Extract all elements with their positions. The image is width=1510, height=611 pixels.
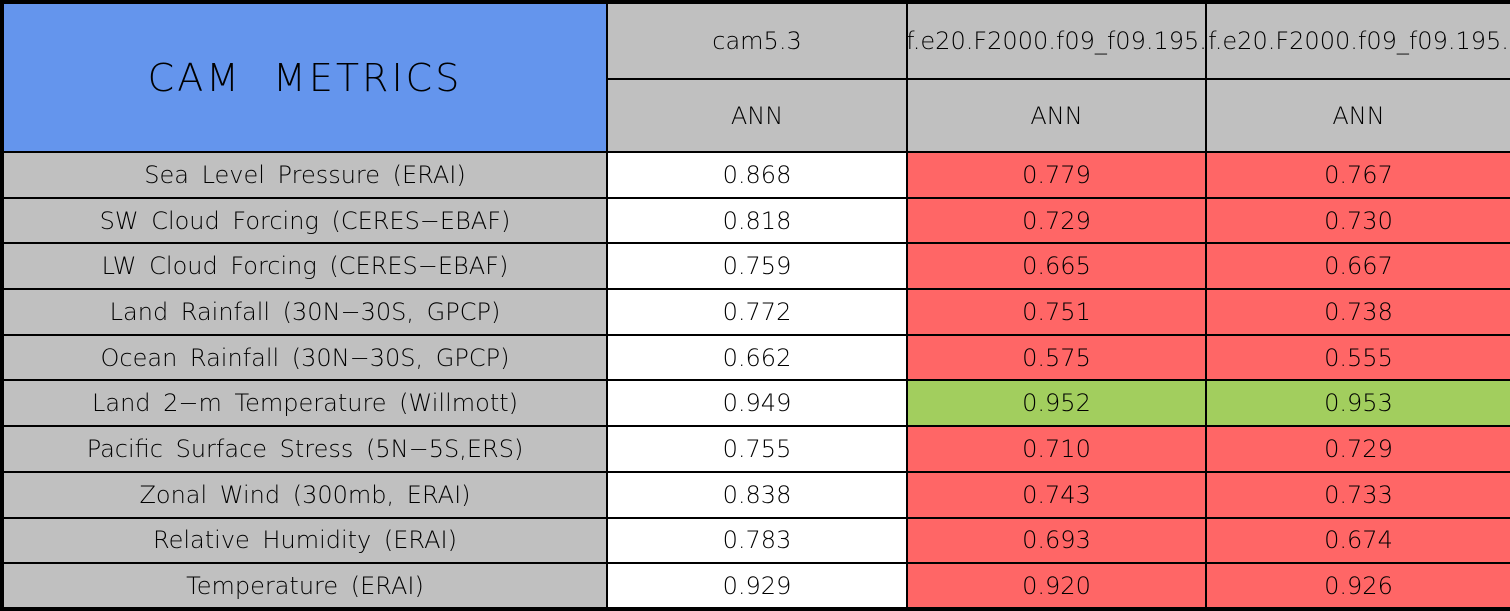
metric-label-cell: Zonal Wind (300mb, ERAI)	[1, 470, 608, 519]
value-cell: 0.555	[1205, 333, 1510, 382]
table-row: Pacific Surface Stress (5N−5S,ERS) 0.755…	[1, 425, 1510, 473]
value-cell: 0.674	[1205, 516, 1510, 565]
table-row: Land 2−m Temperature (Willmott) 0.949 0.…	[1, 379, 1510, 428]
metric-label-cell: Sea Level Pressure (ERAI)	[1, 151, 608, 199]
value-cell: 0.759	[606, 242, 908, 291]
run-header-cell: cam5.3	[606, 1, 908, 80]
table-row: Temperature (ERAI) 0.929 0.920 0.926	[1, 562, 1510, 610]
metric-label-cell: Pacific Surface Stress (5N−5S,ERS)	[1, 425, 608, 473]
season-cell: ANN	[606, 77, 908, 154]
table-row: Ocean Rainfall (30N−30S, GPCP) 0.662 0.5…	[1, 333, 1510, 382]
table-row: Sea Level Pressure (ERAI) 0.868 0.779 0.…	[1, 151, 1510, 199]
run-header-label: cam5.3	[712, 27, 802, 55]
value-cell: 0.920	[906, 562, 1207, 610]
metric-label-cell: Land 2−m Temperature (Willmott)	[1, 379, 608, 428]
value-cell: 0.667	[1205, 242, 1510, 291]
value-cell: 0.751	[906, 288, 1207, 336]
value-cell: 0.783	[606, 516, 908, 565]
value-cell: 0.730	[1205, 196, 1510, 245]
value-cell: 0.949	[606, 379, 908, 428]
value-cell: 0.929	[606, 562, 908, 610]
value-cell: 0.733	[1205, 470, 1510, 519]
table-row: Land Rainfall (30N−30S, GPCP) 0.772 0.75…	[1, 288, 1510, 336]
metric-label-cell: Relative Humidity (ERAI)	[1, 516, 608, 565]
season-cell: ANN	[1205, 77, 1510, 154]
value-cell: 0.665	[906, 242, 1207, 291]
value-cell: 0.755	[606, 425, 908, 473]
season-label: ANN	[1332, 101, 1385, 130]
value-cell: 0.838	[606, 470, 908, 519]
metric-label-cell: LW Cloud Forcing (CERES−EBAF)	[1, 242, 608, 291]
table-title: CAM METRICS	[147, 55, 463, 100]
season-cell: ANN	[906, 77, 1207, 154]
table-title-cell: CAM METRICS	[1, 0, 608, 154]
season-label: ANN	[730, 101, 784, 130]
value-cell: 0.729	[1205, 425, 1510, 473]
run-header-row: CAM METRICS cam5.3 f.e20.F2000.f09_f09.1…	[1, 0, 1510, 154]
season-label: ANN	[1030, 101, 1083, 130]
value-cell: 0.693	[906, 516, 1207, 565]
metric-label-cell: SW Cloud Forcing (CERES−EBAF)	[1, 196, 608, 245]
value-cell: 0.743	[906, 470, 1207, 519]
table-row: LW Cloud Forcing (CERES−EBAF) 0.759 0.66…	[1, 242, 1510, 291]
table-row: Relative Humidity (ERAI) 0.783 0.693 0.6…	[1, 516, 1510, 565]
metric-label-cell: Temperature (ERAI)	[1, 562, 608, 610]
value-cell: 0.772	[606, 288, 908, 336]
value-cell: 0.662	[606, 333, 908, 382]
value-cell: 0.575	[906, 333, 1207, 382]
metric-label-cell: Land Rainfall (30N−30S, GPCP)	[1, 288, 608, 336]
value-cell: 0.779	[906, 151, 1207, 199]
run-header-label: f.e20.F2000.f09_f09.195.	[906, 27, 1207, 55]
value-cell: 0.738	[1205, 288, 1510, 336]
value-cell: 0.926	[1205, 562, 1510, 610]
run-header-cell: f.e20.F2000.f09_f09.195.	[1205, 1, 1510, 80]
metric-label-cell: Ocean Rainfall (30N−30S, GPCP)	[1, 333, 608, 382]
value-cell: 0.729	[906, 196, 1207, 245]
value-cell: 0.767	[1205, 151, 1510, 199]
season-header-row: ANN ANN ANN	[2, 77, 1510, 154]
value-cell: 0.952	[906, 379, 1207, 428]
run-header-label: f.e20.F2000.f09_f09.195.	[1208, 27, 1509, 55]
value-cell: 0.868	[606, 151, 908, 199]
run-header-cell: f.e20.F2000.f09_f09.195.	[906, 1, 1207, 80]
value-cell: 0.710	[906, 425, 1207, 473]
value-cell: 0.953	[1205, 379, 1510, 428]
value-cell: 0.818	[606, 196, 908, 245]
table-row: Zonal Wind (300mb, ERAI) 0.838 0.743 0.7…	[1, 470, 1510, 519]
table-row: SW Cloud Forcing (CERES−EBAF) 0.818 0.72…	[1, 196, 1510, 245]
